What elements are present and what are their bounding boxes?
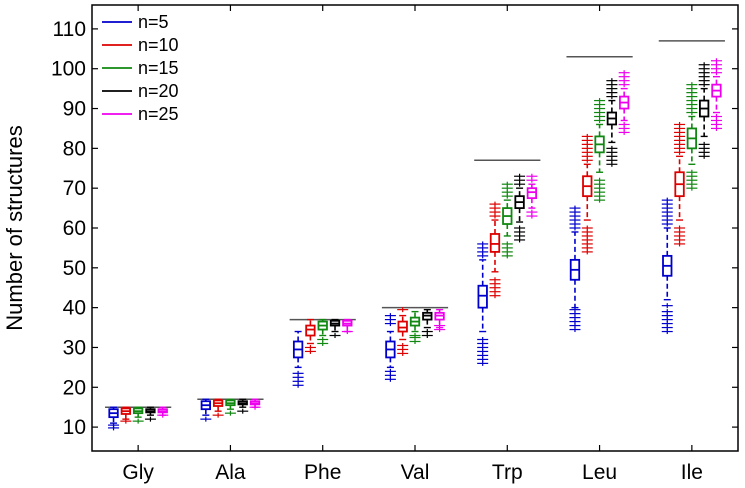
box — [397, 320, 408, 333]
y-tick-label: 100 — [51, 58, 86, 81]
box — [305, 324, 316, 337]
legend-label: n=20 — [138, 81, 179, 101]
y-tick-label: 80 — [63, 137, 86, 160]
y-tick-label: 70 — [63, 177, 86, 200]
x-tick-label: Val — [401, 461, 430, 484]
series-n=10 — [120, 121, 686, 424]
y-axis: 10 20 30 40 50 60 70 80 90 100 110 — [51, 18, 738, 439]
y-tick-label: 110 — [53, 18, 86, 41]
box — [477, 284, 488, 309]
x-tick-label: Ile — [681, 461, 703, 484]
series-n=15 — [132, 82, 698, 424]
series-n=20 — [144, 62, 710, 422]
plot-area — [91, 4, 739, 452]
y-tick-label: 60 — [63, 217, 86, 240]
x-tick-label: Ala — [215, 461, 246, 484]
y-tick-label: 90 — [63, 98, 86, 121]
box-series — [108, 58, 722, 431]
y-tick-label: 40 — [63, 297, 86, 320]
series-n=25 — [157, 58, 722, 418]
y-tick-label: 50 — [63, 257, 86, 280]
legend-label: n=25 — [138, 104, 179, 124]
x-tick-label: Trp — [492, 461, 523, 484]
y-tick-label: 30 — [63, 336, 86, 359]
box — [489, 233, 501, 253]
x-tick-label: Leu — [582, 461, 617, 484]
x-tick-label: Gly — [122, 461, 154, 484]
series-n=5 — [108, 197, 673, 431]
box — [526, 187, 538, 200]
legend-label: n=5 — [138, 12, 169, 32]
y-tick-label: 10 — [63, 416, 86, 439]
y-tick-label: 20 — [63, 376, 86, 399]
y-axis-title: Number of structures — [2, 125, 27, 330]
legend-label: n=10 — [138, 35, 179, 55]
x-tick-label: Phe — [304, 461, 341, 484]
legend-label: n=15 — [138, 58, 179, 78]
legend: n=5 n=10 n=15 n=20 n=25 — [102, 12, 179, 124]
x-axis: Gly Ala Phe Val Trp Leu Ile — [122, 5, 703, 484]
